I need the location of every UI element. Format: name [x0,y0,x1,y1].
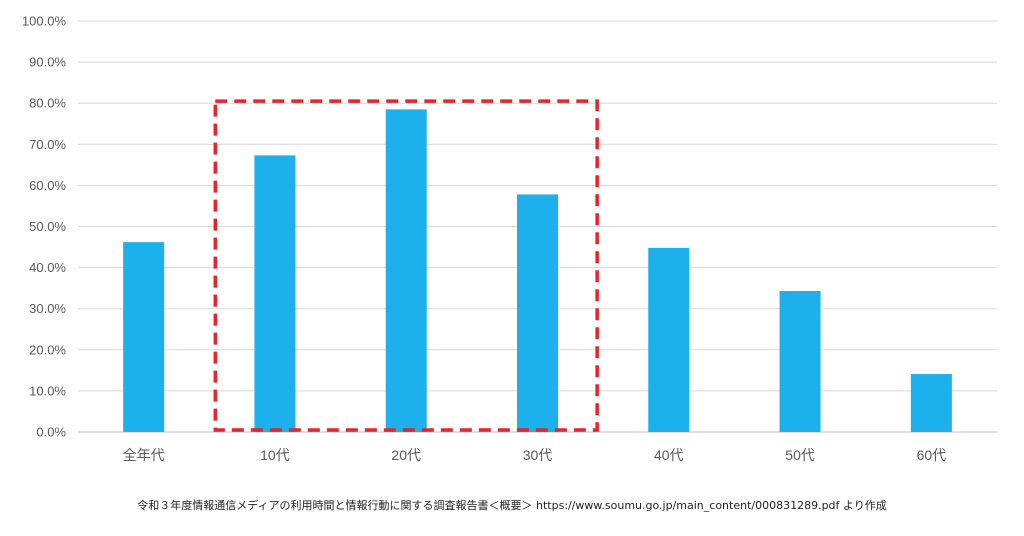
bar [385,109,427,433]
x-tick-label: 30代 [523,447,553,463]
bar [779,291,821,432]
y-tick-label: 100.0% [22,14,67,29]
y-tick-label: 90.0% [29,55,66,70]
bar [517,194,558,432]
x-tick-label: 10代 [260,447,290,463]
bar [254,155,296,432]
x-tick-label: 40代 [654,447,684,463]
bars [123,109,952,433]
y-tick-label: 20.0% [29,342,66,357]
x-axis-labels: 全年代 10代 20代 30代 40代 50代 60代 [123,447,947,463]
y-tick-label: 30.0% [29,301,66,316]
y-tick-label: 70.0% [29,137,66,152]
x-tick-label: 全年代 [123,447,165,463]
x-tick-label: 20代 [391,447,421,463]
y-tick-label: 80.0% [29,96,66,111]
source-note: 令和３年度情報通信メディアの利用時間と情報行動に関する調査報告書＜概要＞ htt… [137,499,887,512]
y-axis-ticks: 0.0% 10.0% 20.0% 30.0% 40.0% 50.0% 60.0% 70.0% 8… [22,14,67,440]
y-tick-label: 40.0% [29,260,66,275]
x-tick-label: 50代 [785,447,815,463]
bar [648,247,690,432]
y-tick-label: 50.0% [29,219,66,234]
bar [123,242,165,432]
highlight-rect [213,99,599,432]
y-tick-label: 0.0% [36,425,66,440]
y-tick-label: 60.0% [29,178,66,193]
y-tick-label: 10.0% [29,383,66,398]
bar [910,374,952,432]
x-tick-label: 60代 [917,447,947,463]
highlight-box [213,99,599,432]
